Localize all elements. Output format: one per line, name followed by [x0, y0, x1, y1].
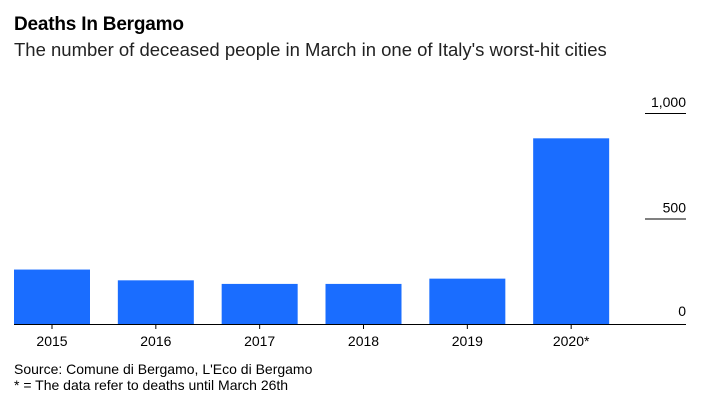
- footnote: * = The data refer to deaths until March…: [14, 377, 289, 393]
- source-note: Source: Comune di Bergamo, L'Eco di Berg…: [14, 361, 313, 377]
- y-tick-label: 1,000: [651, 94, 686, 110]
- y-tick-label: 500: [663, 200, 687, 216]
- x-tick-label: 2017: [244, 333, 275, 349]
- bar-2019: [429, 278, 506, 324]
- x-tick-label: 2015: [36, 333, 67, 349]
- bar-2017: [221, 283, 298, 324]
- chart-title: Deaths In Bergamo: [14, 14, 184, 35]
- bar-2015: [14, 269, 90, 324]
- chart-subtitle: The number of deceased people in March i…: [14, 39, 607, 60]
- x-tick-label: 2016: [140, 333, 171, 349]
- bar-2020: [533, 138, 610, 324]
- x-tick-label: 2019: [452, 333, 483, 349]
- bar-2018: [325, 283, 402, 324]
- x-tick-label: 2018: [348, 333, 379, 349]
- bar-2016: [117, 280, 194, 324]
- y-tick-label: 0: [678, 303, 686, 319]
- x-tick-label: 2020*: [553, 333, 590, 349]
